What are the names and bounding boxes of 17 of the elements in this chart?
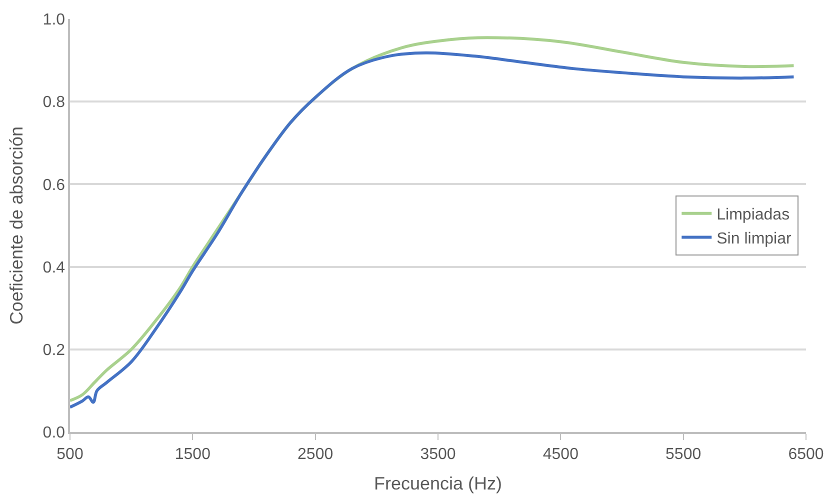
x-tick-label: 3500	[420, 446, 456, 463]
y-tick-label: 0.8	[42, 94, 66, 112]
y-tick-label: 0.6	[42, 176, 66, 194]
y-tick-label: 0.4	[42, 259, 66, 276]
y-tick-label: 0.2	[42, 342, 66, 359]
legend-label: Limpiadas	[716, 206, 790, 224]
x-axis-title: Frecuencia (Hz)	[374, 474, 502, 494]
x-tick-label: 6500	[788, 446, 824, 463]
x-tick-label: 1500	[174, 446, 211, 463]
y-axis-title: Coeficiente de absorción	[6, 126, 26, 325]
x-tick-label: 5500	[666, 446, 702, 463]
y-tick-label: 1.0	[42, 12, 66, 29]
y-tick-label: 0.0	[42, 424, 66, 442]
legend-label: Sin limpiar	[716, 230, 792, 248]
x-tick-label: 4500	[542, 446, 579, 463]
x-tick-label: 2500	[298, 446, 334, 463]
x-tick-label: 500	[56, 446, 84, 463]
